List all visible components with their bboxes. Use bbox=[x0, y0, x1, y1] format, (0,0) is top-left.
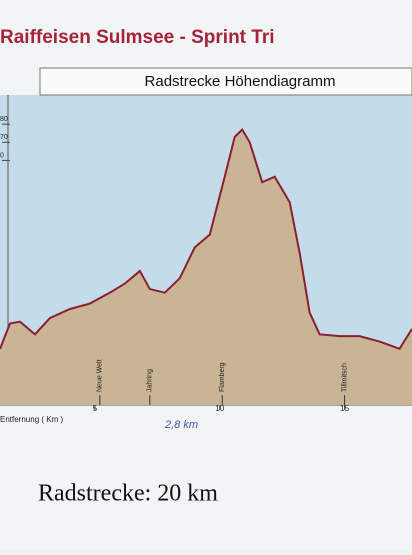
chart-title-box bbox=[39, 67, 412, 96]
caption: Radstrecke: 20 km bbox=[38, 481, 218, 507]
y-tick-label: 80 bbox=[0, 116, 8, 123]
waypoint-label: Neue Welt bbox=[97, 359, 104, 392]
handwritten-note: 2,8 km bbox=[164, 419, 198, 431]
waypoint-label: Jahring bbox=[147, 369, 154, 392]
chart-title: Radstrecke Höhendiagramm bbox=[145, 73, 336, 90]
x-axis-label: Entfernung ( Km ) bbox=[0, 415, 63, 424]
x-tick-label: 15 bbox=[340, 404, 349, 413]
waypoint-label: Tillmitsch bbox=[341, 363, 348, 392]
area-fill bbox=[0, 129, 412, 406]
y-tick-label: 0 bbox=[0, 152, 4, 159]
page-title: Raiffeisen Sulmsee - Sprint Tri bbox=[0, 27, 275, 48]
x-tick-label: 5 bbox=[93, 404, 98, 413]
elevation-line bbox=[0, 128, 412, 351]
x-tick-label: 10 bbox=[215, 404, 224, 413]
waypoint-label: Flamberg bbox=[219, 362, 226, 392]
y-tick-label: 70 bbox=[0, 134, 8, 141]
